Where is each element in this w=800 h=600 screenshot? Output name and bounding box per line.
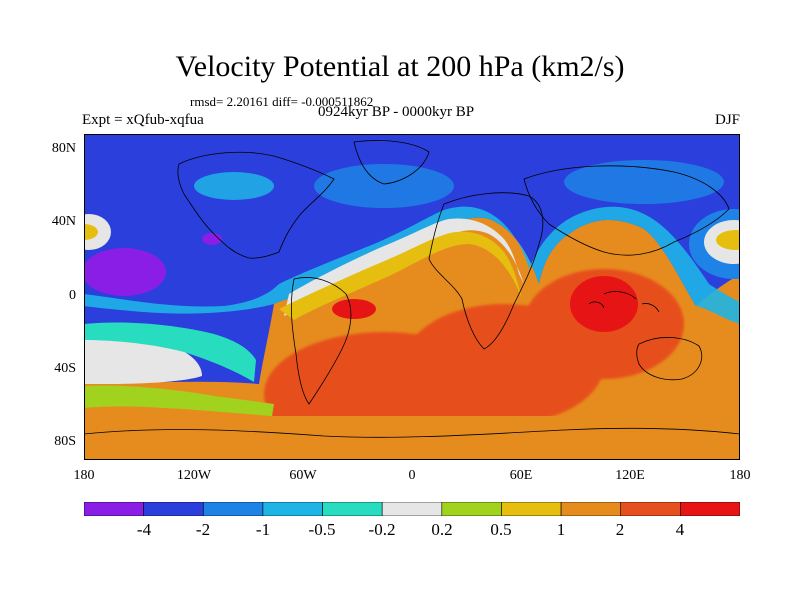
colorbar-label: -0.2	[368, 520, 396, 539]
y-tick-label: 0	[69, 288, 76, 303]
x-tick-label: 0	[408, 468, 416, 483]
south-pacific-cyan	[84, 322, 256, 382]
y-tick-label: 40N	[51, 214, 76, 229]
australia-outline	[636, 337, 703, 381]
period-label: 0924kyr BP - 0000kyr BP	[318, 104, 475, 120]
east-asia-orange	[716, 230, 740, 250]
arctic-light-blue	[314, 164, 454, 208]
colorbar-label: -0.5	[308, 520, 336, 539]
south-america-outline	[291, 277, 352, 405]
y-tick-label: 40S	[54, 361, 76, 376]
x-tick-label: 120E	[615, 468, 645, 483]
asia-light-blue	[564, 160, 724, 204]
colorbar-swatch	[143, 502, 204, 516]
x-tick-label: 180	[73, 468, 95, 483]
greenland-outline	[353, 140, 430, 185]
y-tick-label: 80S	[54, 434, 76, 449]
negative-minimum-mexico	[202, 233, 222, 245]
season-label: DJF	[714, 112, 740, 128]
colorbar-label: -2	[195, 520, 211, 539]
colorbar-swatch	[680, 502, 740, 516]
antarctica-outline	[84, 427, 740, 438]
colorbar-swatch	[262, 502, 323, 516]
colorbar-label: -1	[255, 520, 271, 539]
positive-core-atlantic	[332, 299, 376, 319]
colorbar-label: -4	[136, 520, 152, 539]
west-pacific-orange	[84, 224, 98, 240]
x-tick-label: 60W	[289, 468, 317, 483]
positive-core-maritime	[570, 276, 638, 332]
colorbar-swatch	[84, 502, 144, 516]
y-tick-label: 80N	[51, 141, 76, 156]
x-tick-label: 120W	[176, 468, 212, 483]
colorbar-swatch	[202, 502, 264, 516]
colorbar-label: 2	[615, 520, 625, 539]
asia-outline	[523, 165, 730, 256]
experiment-label: Expt = xQfub-xqfua	[82, 112, 204, 128]
stats-label: rmsd= 2.20161 diff= -0.000511862	[190, 94, 374, 109]
colorbar-label: 1	[556, 520, 566, 539]
map-frame	[84, 134, 740, 460]
pacific-light-blue	[194, 172, 274, 200]
negative-minimum-pacific	[84, 248, 166, 296]
south-pacific-bands	[84, 385, 274, 416]
colorbar-swatch	[441, 502, 502, 516]
europe-africa-outline	[428, 192, 544, 350]
colorbar-swatch	[322, 502, 383, 516]
contour-band-light-blue	[84, 206, 740, 324]
coastlines	[84, 140, 740, 438]
colorbar	[84, 502, 740, 516]
colorbar-label: 4	[675, 520, 685, 539]
colorbar-swatch	[501, 502, 562, 516]
velocity-potential-map	[84, 134, 740, 460]
x-tick-label: 60E	[509, 468, 533, 483]
colorbar-label: 0.5	[490, 520, 512, 539]
north-america-outline	[177, 151, 335, 259]
maritime-continent-outline	[588, 291, 660, 313]
colorbar-label: 0.2	[431, 520, 453, 539]
colorbar-swatch	[560, 502, 622, 516]
colorbar-swatch	[381, 502, 443, 516]
chart-title: Velocity Potential at 200 hPa (km2/s)	[175, 50, 625, 83]
colorbar-swatch	[620, 502, 681, 516]
contour-band-yellow	[279, 231, 522, 320]
x-tick-label: 180	[729, 468, 751, 483]
southern-ocean-band	[84, 416, 740, 460]
